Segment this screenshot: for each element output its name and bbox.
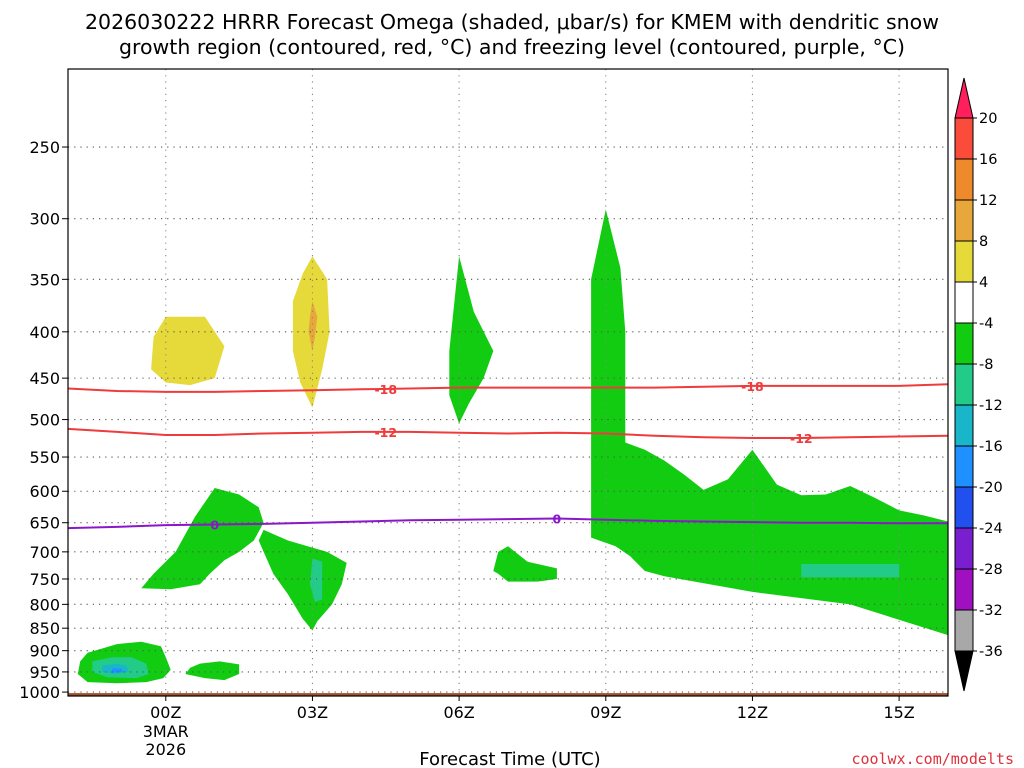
colorbar-label-6: -8 (979, 357, 993, 373)
y-tick-label-500: 500 (29, 411, 60, 430)
colorbar-label-10: -24 (979, 521, 1003, 537)
colorbar-segment-10 (954, 527, 974, 570)
omega-region-13 (141, 488, 264, 590)
y-tick-label-550: 550 (29, 448, 60, 467)
colorbar-segment-0 (954, 117, 974, 160)
ground-layer (68, 693, 948, 696)
y-tick-label-350: 350 (29, 270, 60, 289)
omega-region-20 (801, 564, 900, 578)
contour-label-dendritic-bottom-0: -12 (374, 425, 397, 440)
colorbar-segment-4 (954, 281, 974, 324)
colorbar-segment-6 (954, 363, 974, 406)
omega-region-18 (493, 546, 557, 582)
x-tick-label-12Z: 12Z (737, 703, 768, 722)
y-tick-label-900: 900 (29, 642, 60, 661)
contour-label-dendritic-bottom-1: -12 (790, 431, 813, 446)
colorbar-segment-5 (954, 322, 974, 365)
omega-region-8 (591, 678, 895, 691)
chart-title-line2: growth region (contoured, red, °C) and f… (119, 35, 905, 59)
y-tick-label-450: 450 (29, 369, 60, 388)
colorbar-label-13: -36 (979, 644, 1003, 660)
colorbar-label-8: -16 (979, 439, 1003, 455)
colorbar-segment-3 (954, 240, 974, 283)
site-credit: coolwx.com/modelts (851, 750, 1014, 768)
contour-label-freezing-level-0: 0 (210, 518, 219, 533)
y-tick-label-950: 950 (29, 663, 60, 682)
omega-region-6 (258, 632, 269, 642)
colorbar-label-11: -28 (979, 562, 1003, 578)
colorbar-segment-9 (954, 486, 974, 529)
y-tick-label-800: 800 (29, 595, 60, 614)
y-tick-label-600: 600 (29, 482, 60, 501)
x-tick-label-00Z: 00Z (150, 703, 181, 722)
colorbar-segment-2 (954, 199, 974, 242)
x-tick-label-06Z: 06Z (443, 703, 474, 722)
contour-lines: -18 -18 -12 -12 0 0 (67, 379, 949, 533)
y-tick-label-650: 650 (29, 514, 60, 533)
omega-shaded-regions (77, 122, 948, 691)
colorbar-segment-11 (954, 568, 974, 611)
y-tick-label-400: 400 (29, 323, 60, 342)
omega-region-4 (308, 301, 318, 351)
y-tick-label-850: 850 (29, 619, 60, 638)
omega-region-1 (151, 316, 225, 386)
contour-label-dendritic-top-1: -18 (741, 379, 764, 394)
colorbar-label-9: -20 (979, 480, 1003, 496)
y-tick-label-750: 750 (29, 570, 60, 589)
omega-region-15 (310, 558, 323, 602)
x-tick-year-label: 2026 (145, 740, 186, 759)
omega-region-14 (258, 529, 347, 631)
colorbar-label-3: 8 (979, 234, 988, 250)
colorbar-label-0: 20 (979, 111, 997, 127)
ground-surface-layer (68, 693, 948, 696)
colorbar-segment-8 (954, 445, 974, 488)
colorbar-segment-12 (954, 609, 974, 652)
x-tick-label-09Z: 09Z (590, 703, 621, 722)
omega-region-0 (146, 122, 249, 473)
colorbar-label-2: 12 (979, 193, 997, 209)
omega-region-16 (185, 661, 240, 681)
omega-region-7 (400, 613, 425, 628)
omega-colorbar: 20 16 12 8 4 -4 -8 -12 -16 -20 -24 -28 -32 -36 (954, 77, 1003, 692)
colorbar-label-4: 4 (979, 275, 988, 291)
colorbar-label-1: 16 (979, 152, 997, 168)
plot-frame (67, 68, 949, 697)
x-tick-date-label: 3MAR (143, 722, 189, 741)
omega-region-19 (591, 209, 948, 636)
x-tick-label-15Z: 15Z (883, 703, 914, 722)
colorbar-label-7: -12 (979, 398, 1003, 414)
x-axis-label: Forecast Time (UTC) (419, 749, 600, 768)
y-tick-label-250: 250 (29, 138, 60, 157)
colorbar-bottom-arrow (954, 650, 974, 692)
omega-region-17 (449, 256, 494, 424)
colorbar-label-12: -32 (979, 603, 1003, 619)
y-tick-label-700: 700 (29, 543, 60, 562)
contour-label-dendritic-top-0: -18 (374, 382, 397, 397)
y-tick-label-1000: 1000 (19, 683, 60, 702)
contour-dendritic-bottom (67, 427, 949, 439)
colorbar-top-arrow (954, 77, 974, 119)
colorbar-segment-7 (954, 404, 974, 447)
contour-freezing-level (67, 517, 948, 530)
y-tick-label-300: 300 (29, 210, 60, 229)
colorbar-segment-1 (954, 158, 974, 201)
contour-dendritic-top (67, 383, 949, 393)
x-tick-label-03Z: 03Z (297, 703, 328, 722)
omega-region-12 (112, 668, 123, 673)
contour-label-freezing-level-1: 0 (553, 511, 562, 526)
colorbar-label-5: -4 (979, 316, 993, 332)
chart-title-line1: 2026030222 HRRR Forecast Omega (shaded, … (85, 10, 939, 34)
